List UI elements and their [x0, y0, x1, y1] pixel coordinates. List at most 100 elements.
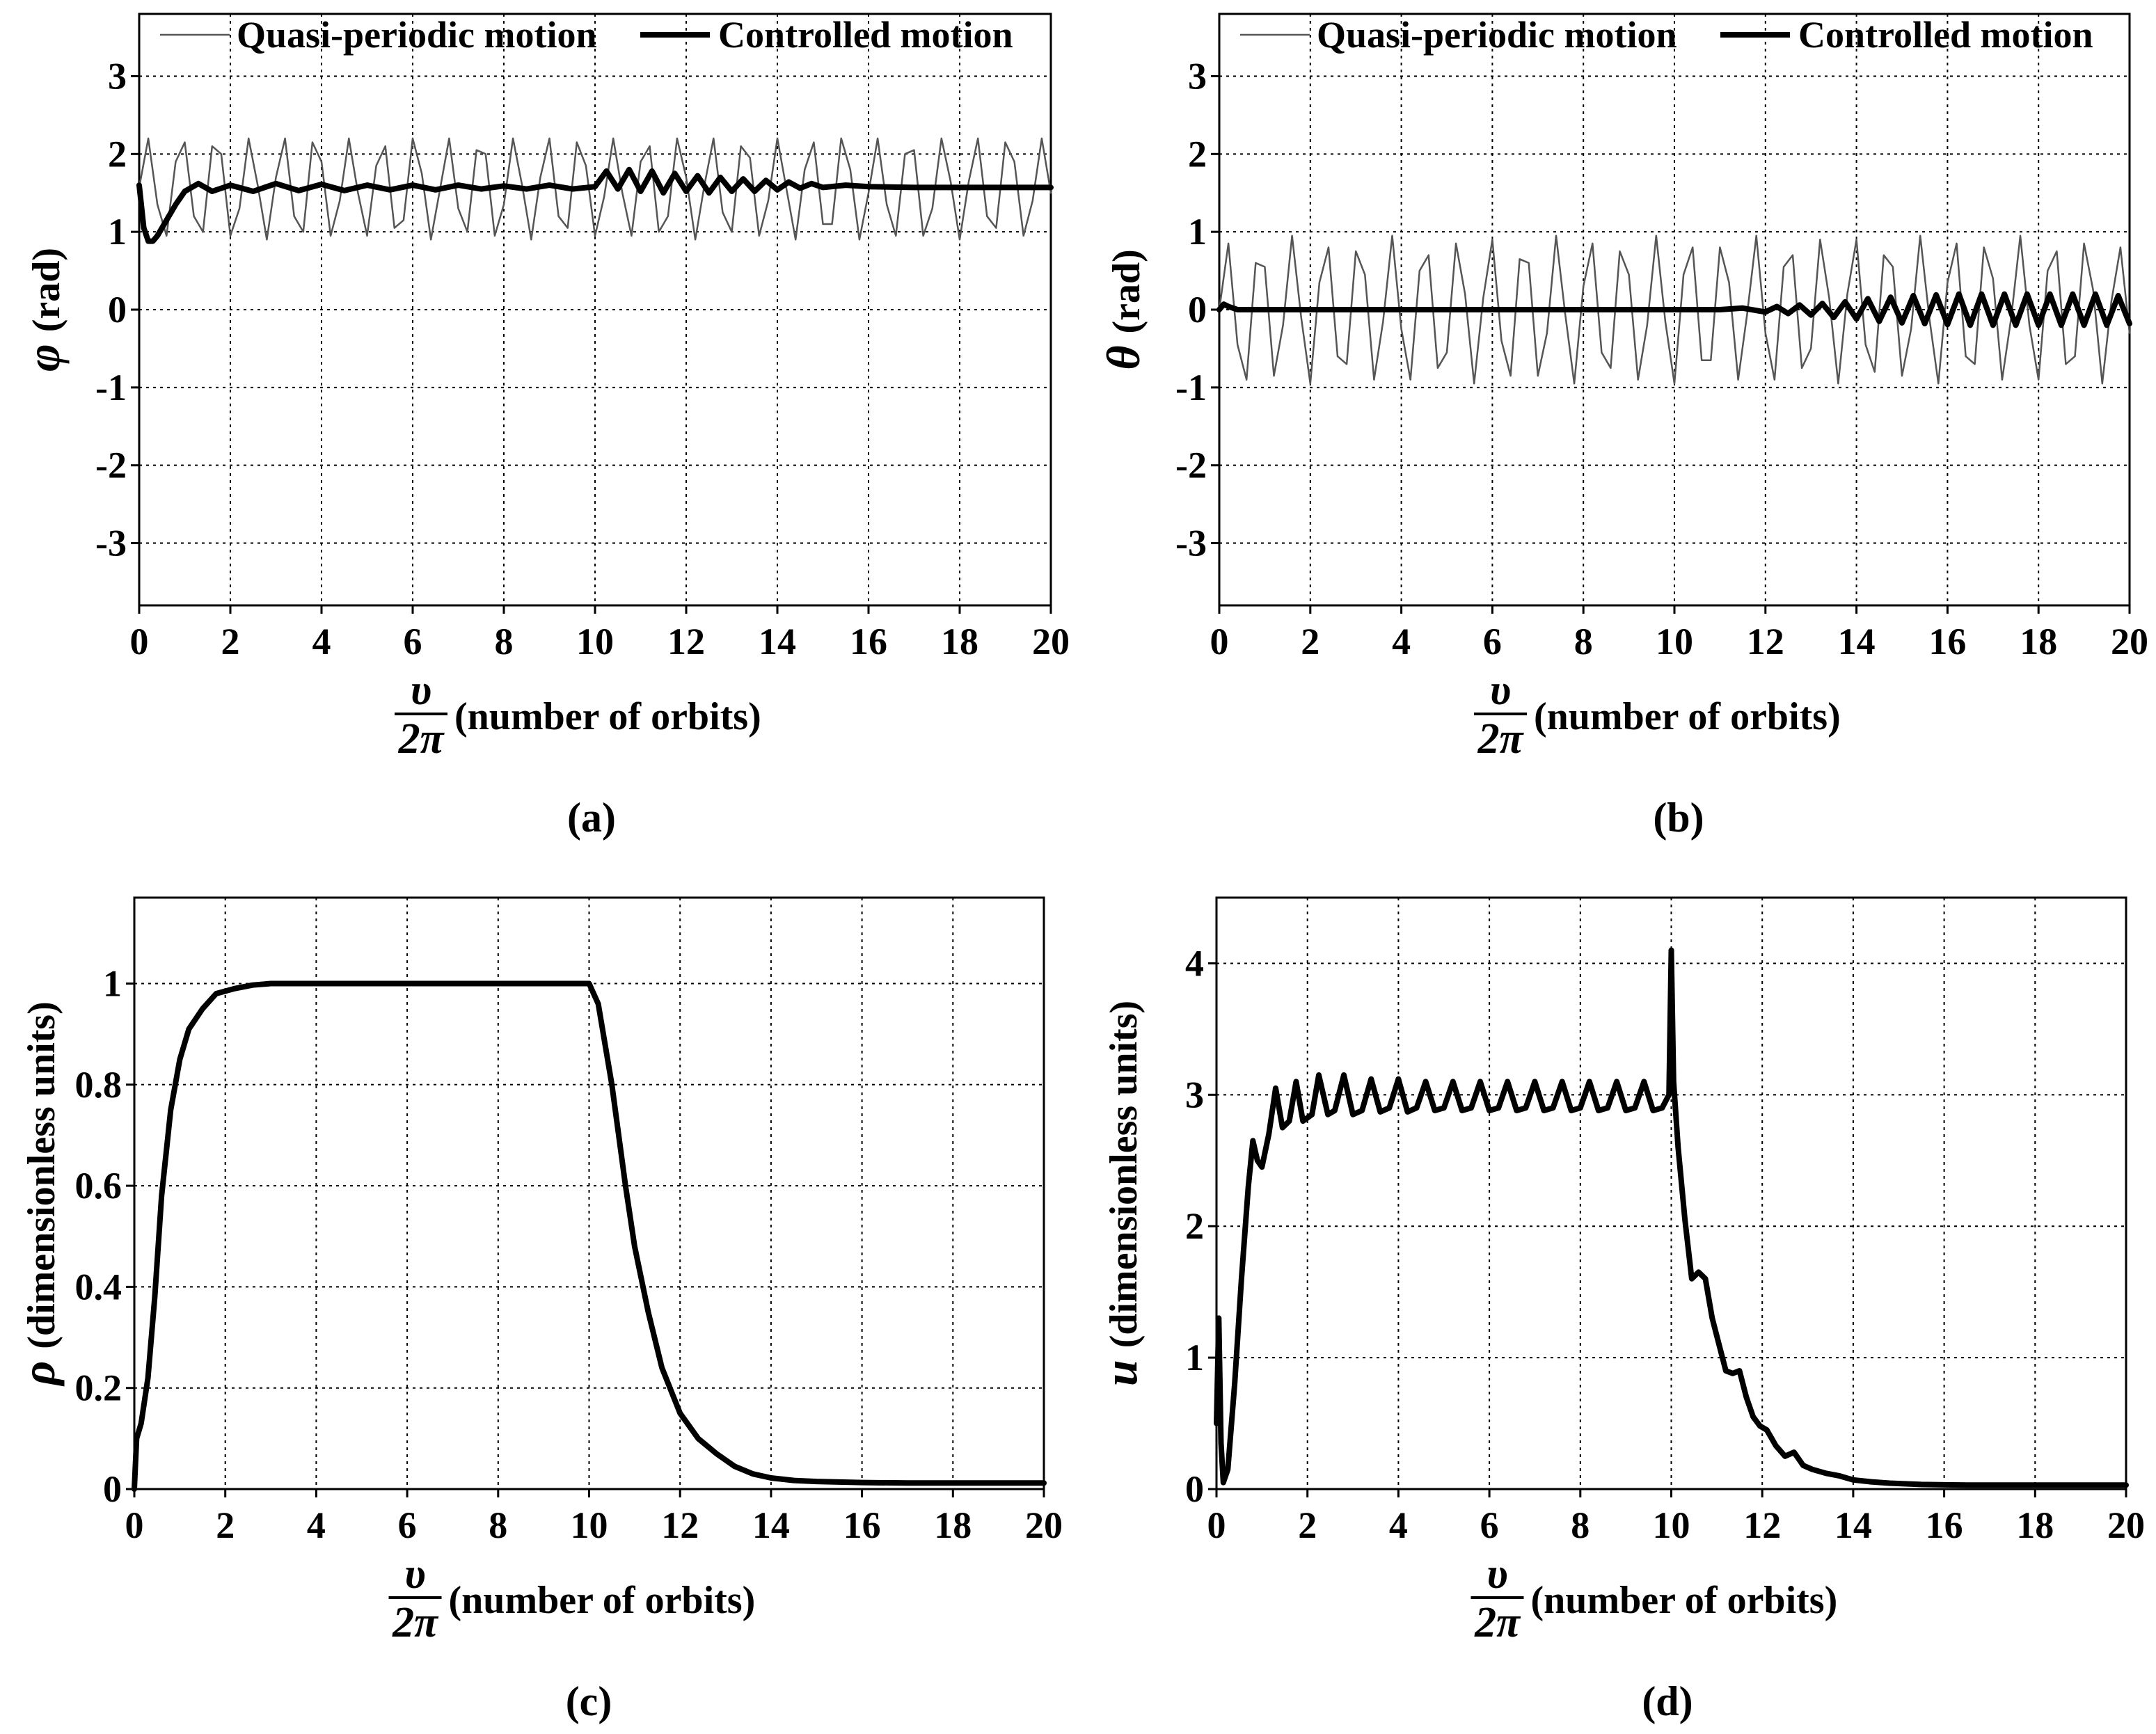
x-tick-label: 8 [489, 1504, 507, 1546]
x-tick-label: 16 [843, 1504, 881, 1546]
y-tick-label: 0.4 [75, 1266, 122, 1307]
y-tick-label: 0.2 [75, 1367, 122, 1409]
x-tick-label: 2 [221, 621, 240, 662]
x-tick-label: 14 [752, 1504, 790, 1546]
chart-panel-a: 0 2 4 6 8 10 12 14 16 18 20-3-2-10123Quasi-periodi… [17, 13, 1070, 841]
y-tick-label: 2 [1185, 1205, 1204, 1247]
y-axis-label: u (dimensionless units) [1094, 1001, 1147, 1386]
y-tick-label: 0 [1185, 1468, 1204, 1510]
y-tick-label: 3 [1185, 1074, 1204, 1115]
x-tick-label: 0 [130, 621, 149, 662]
x-tick-label: 10 [1656, 621, 1693, 662]
panel-label-c: (c) [566, 1678, 612, 1724]
chart-root: 0 2 4 6 8 10 12 14 16 18 20-3-2-10123Quasi-periodi… [12, 13, 2148, 1724]
x-axis-label-text: (number of orbits) [1534, 695, 1841, 738]
legend-label-controlled: Controlled motion [718, 14, 1013, 56]
y-tick-label: -3 [95, 523, 127, 564]
x-label-numerator: υ [404, 1550, 425, 1598]
series-line-quasi-periodic [1218, 234, 2131, 385]
y-tick-label: 2 [1188, 133, 1207, 175]
x-axis-label-text: (number of orbits) [454, 695, 761, 738]
x-tick-label: 10 [576, 621, 614, 662]
y-tick-label: 3 [1188, 55, 1207, 97]
legend-label-controlled: Controlled motion [1798, 14, 2093, 56]
x-tick-label: 14 [1838, 621, 1876, 662]
y-axis-text: (dimensionless units) [20, 1001, 63, 1349]
y-tick-label: 3 [108, 55, 127, 97]
series-line-controlled [1216, 291, 2132, 328]
x-tick-label: 16 [1926, 1504, 1963, 1546]
series-line-controlled [136, 166, 1054, 244]
y-tick-label: 2 [108, 133, 127, 175]
y-tick-label: 1 [1185, 1337, 1204, 1378]
panel-label-a: (a) [567, 795, 616, 841]
x-tick-label: 18 [934, 1504, 972, 1546]
x-tick-label: 6 [404, 621, 422, 662]
x-tick-label: 2 [216, 1504, 235, 1546]
x-tick-label: 12 [1743, 1504, 1781, 1546]
series-line-controlled [132, 980, 1047, 1492]
x-tick-label: 18 [2016, 1504, 2054, 1546]
y-tick-label: -2 [95, 445, 127, 486]
y-tick-label: -3 [1175, 523, 1207, 564]
legend-label-quasi: Quasi-periodic motion [237, 14, 597, 56]
x-tick-label: 6 [1483, 621, 1502, 662]
y-tick-label: -1 [95, 367, 127, 408]
x-tick-label: 18 [2020, 621, 2057, 662]
x-tick-label: 2 [1301, 621, 1319, 662]
y-tick-label: 0.8 [75, 1064, 122, 1106]
x-tick-label: 16 [850, 621, 887, 662]
x-tick-label: 12 [661, 1504, 699, 1546]
y-tick-label: -1 [1175, 367, 1207, 408]
y-axis-label: φ (rad) [17, 248, 70, 372]
x-tick-label: 10 [1653, 1504, 1690, 1546]
x-tick-label: 18 [941, 621, 978, 662]
y-axis-label: θ (rad) [1097, 249, 1150, 370]
x-label-denominator: 2π [1477, 715, 1525, 763]
y-tick-label: 0 [103, 1468, 122, 1510]
chart-panel-c: 0 2 4 6 8 10 12 14 16 18 20 0 0.2 0.4 0.6 0.8 1 ρ (dimens… [12, 896, 1063, 1724]
x-label-denominator: 2π [392, 1599, 439, 1646]
x-tick-label: 4 [312, 621, 331, 662]
x-tick-label: 0 [1207, 1504, 1226, 1546]
y-tick-label: 0.6 [75, 1165, 122, 1207]
x-tick-label: 8 [1574, 621, 1593, 662]
y-axis-symbol: φ [17, 332, 70, 372]
x-tick-label: 0 [1210, 621, 1229, 662]
y-tick-label: -2 [1175, 445, 1207, 486]
x-label-numerator: υ [411, 667, 431, 714]
y-axis-label: ρ (dimensionless units) [12, 1001, 65, 1386]
x-tick-label: 4 [307, 1504, 326, 1546]
y-axis-symbol: ρ [12, 1349, 65, 1387]
x-tick-label: 20 [2107, 1504, 2145, 1546]
x-axis-label-text: (number of orbits) [1531, 1579, 1838, 1622]
x-label-denominator: 2π [398, 715, 445, 763]
x-tick-label: 2 [1298, 1504, 1317, 1546]
chart-panel-b: 0 2 4 6 8 10 12 14 16 18 20-3-2-10123Quasi-periodi… [1097, 13, 2148, 841]
x-tick-label: 6 [1480, 1504, 1499, 1546]
y-axis-symbol: θ [1097, 334, 1150, 370]
x-tick-label: 4 [1389, 1504, 1408, 1546]
panel-label-d: (d) [1642, 1678, 1693, 1724]
x-tick-label: 16 [1928, 621, 1966, 662]
x-axis-label-text: (number of orbits) [449, 1579, 756, 1622]
x-label-denominator: 2π [1474, 1599, 1521, 1646]
x-label-numerator: υ [1487, 1550, 1507, 1598]
x-tick-label: 14 [1834, 1504, 1872, 1546]
x-tick-label: 20 [1025, 1504, 1063, 1546]
y-tick-label: 0 [1188, 289, 1207, 331]
y-tick-label: 0 [108, 289, 127, 331]
legend-label-quasi: Quasi-periodic motion [1317, 14, 1677, 56]
y-tick-label: 1 [1188, 211, 1207, 253]
y-axis-text: (rad) [25, 248, 68, 332]
x-tick-label: 12 [667, 621, 705, 662]
x-tick-label: 0 [125, 1504, 144, 1546]
y-tick-label: 1 [103, 963, 122, 1005]
x-label-numerator: υ [1490, 667, 1511, 714]
y-tick-label: 4 [1185, 942, 1204, 984]
panel-label-b: (b) [1653, 795, 1704, 841]
y-axis-symbol: u [1094, 1348, 1147, 1386]
